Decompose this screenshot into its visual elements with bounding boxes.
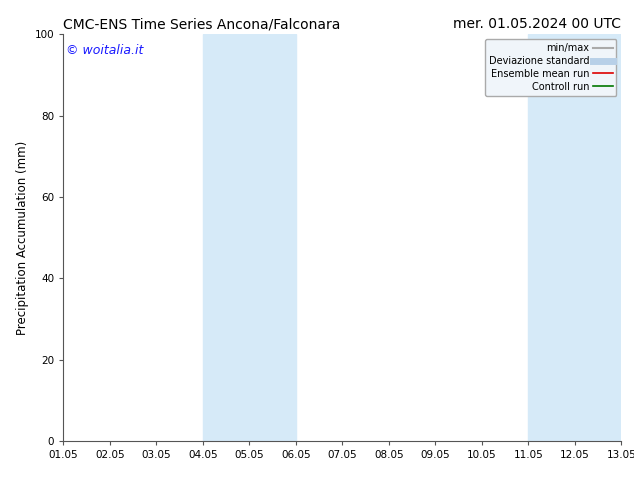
Text: CMC-ENS Time Series Ancona/Falconara: CMC-ENS Time Series Ancona/Falconara xyxy=(63,17,341,31)
Title: CMC-ENS Time Series Ancona/Falconara      mer. 01.05.2024 00 UTC: CMC-ENS Time Series Ancona/Falconara mer… xyxy=(0,489,1,490)
Text: mer. 01.05.2024 00 UTC: mer. 01.05.2024 00 UTC xyxy=(453,17,621,31)
Bar xyxy=(203,34,296,441)
Text: © woitalia.it: © woitalia.it xyxy=(66,45,143,57)
Bar xyxy=(528,34,621,441)
Legend: min/max, Deviazione standard, Ensemble mean run, Controll run: min/max, Deviazione standard, Ensemble m… xyxy=(485,39,616,96)
Y-axis label: Precipitation Accumulation (mm): Precipitation Accumulation (mm) xyxy=(16,141,29,335)
